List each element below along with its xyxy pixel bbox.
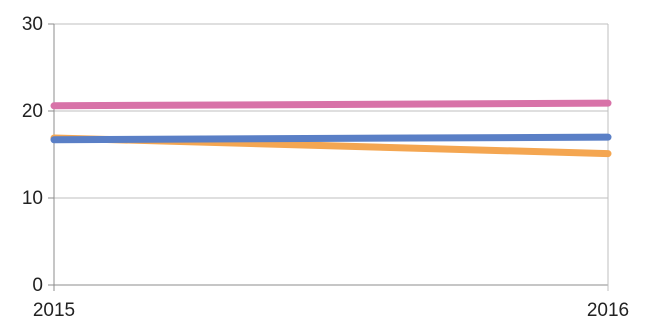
y-tick-label: 30 [22,14,43,35]
series-line [50,99,612,110]
series-lines [50,99,612,158]
y-tick-label: 10 [22,188,43,209]
y-axis-tick-labels: 0 10 20 30 [22,14,43,296]
x-axis-tick-labels: 2015 2016 [33,300,629,321]
y-tick-label: 0 [32,275,43,296]
y-tick-label: 20 [22,101,43,122]
x-tick-label: 2016 [587,300,629,321]
x-tick-label: 2015 [33,300,75,321]
grid-lines [48,23,609,291]
series-line [50,133,612,144]
